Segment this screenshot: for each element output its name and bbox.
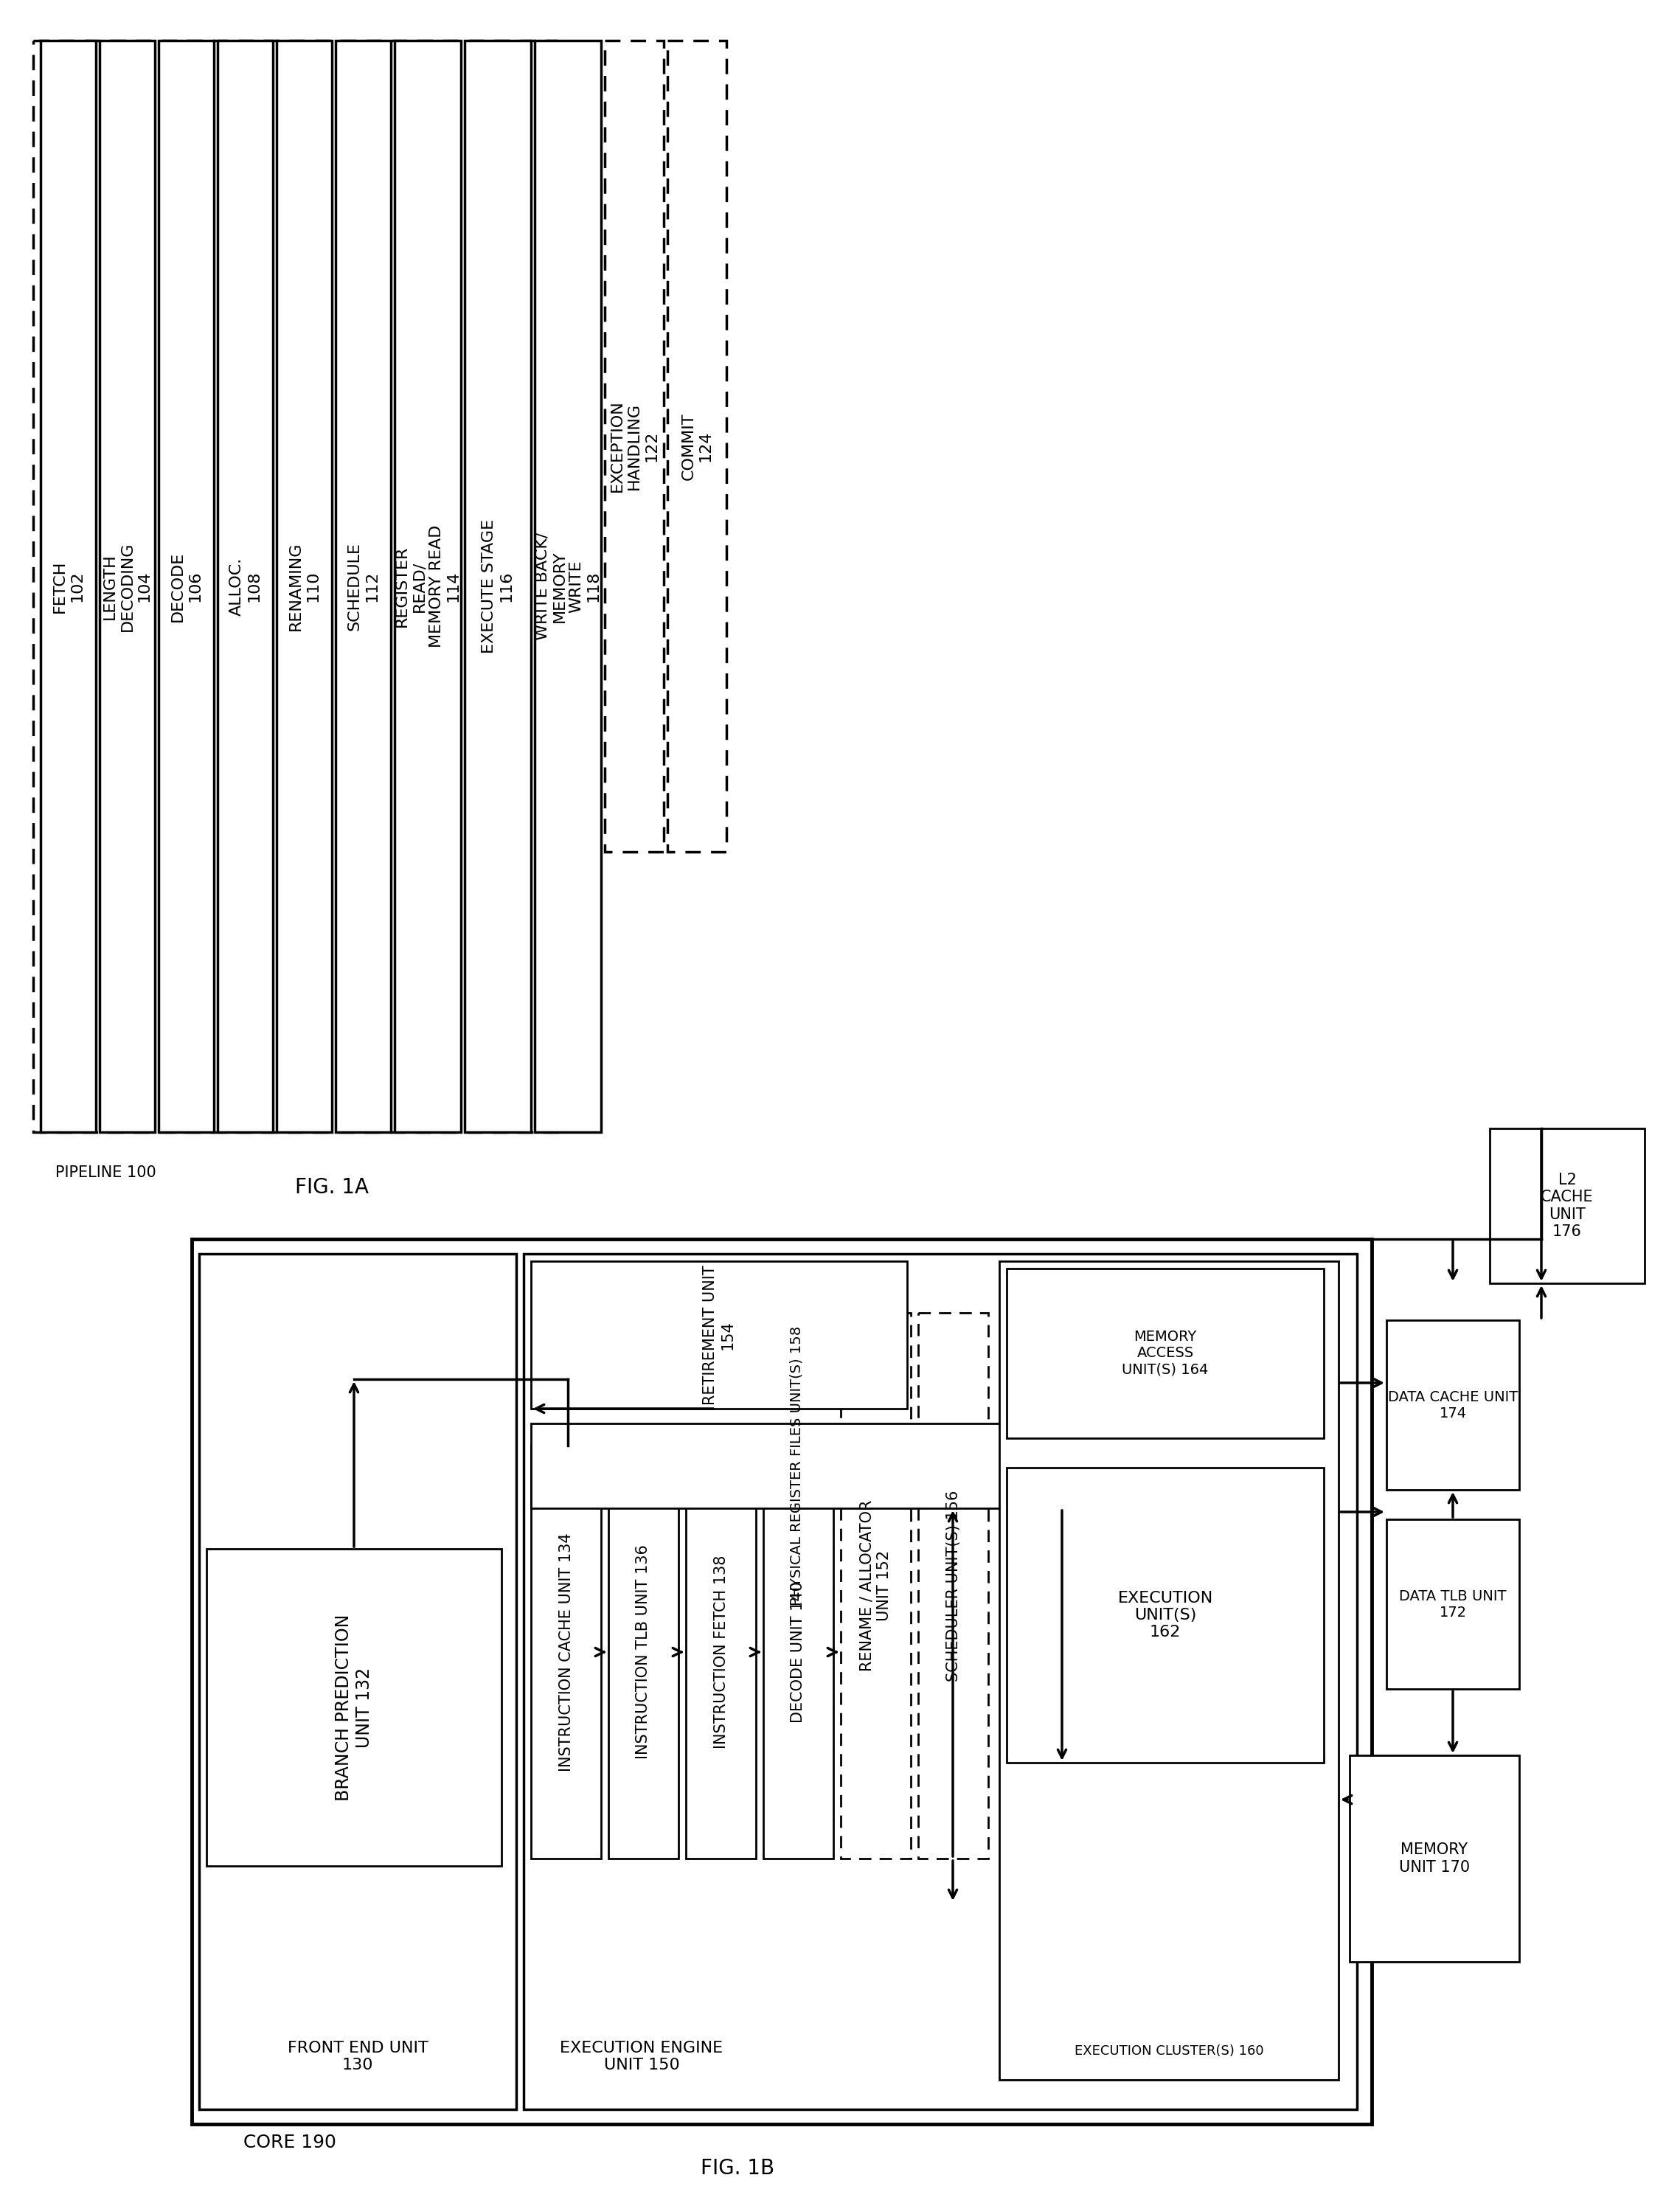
Bar [534,42,601,1132]
Text: INSTRUCTION FETCH 138: INSTRUCTION FETCH 138 [714,1556,727,1749]
Text: FRONT END UNIT
130: FRONT END UNIT 130 [287,2040,428,2073]
Text: PIPELINE 100: PIPELINE 100 [55,1165,156,1180]
Bar [524,1254,1357,2110]
Bar [840,1313,911,1858]
Bar [465,42,531,1132]
Text: RETIREMENT UNIT
154: RETIREMENT UNIT 154 [704,1265,734,1405]
Bar [158,42,213,1132]
Bar [207,1550,502,1865]
Text: BRANCH PREDICTION
UNIT 132: BRANCH PREDICTION UNIT 132 [334,1613,373,1802]
Text: INSTRUCTION CACHE UNIT 134: INSTRUCTION CACHE UNIT 134 [559,1532,573,1771]
Bar [200,1254,516,2110]
Text: EXCEPTION
HANDLING
122: EXCEPTION HANDLING 122 [610,401,659,493]
Text: EXECUTION
UNIT(S)
162: EXECUTION UNIT(S) 162 [1117,1591,1213,1640]
Text: DECODE UNIT 140: DECODE UNIT 140 [791,1580,806,1723]
Bar [34,42,556,1132]
Bar [192,1239,1373,2123]
Text: DATA TLB UNIT
172: DATA TLB UNIT 172 [1399,1589,1507,1620]
Text: FIG. 1A: FIG. 1A [296,1178,368,1197]
Bar [1006,1270,1324,1438]
Text: PHYSICAL REGISTER FILES UNIT(S) 158: PHYSICAL REGISTER FILES UNIT(S) 158 [790,1327,803,1607]
Bar [919,1313,988,1858]
Bar [1386,1320,1519,1491]
Text: DECODE
106: DECODE 106 [170,552,202,622]
Text: EXECUTION CLUSTER(S) 160: EXECUTION CLUSTER(S) 160 [1074,2045,1263,2058]
Bar [277,42,333,1132]
Text: DATA CACHE UNIT
174: DATA CACHE UNIT 174 [1388,1390,1517,1421]
Text: EXECUTE STAGE
116: EXECUTE STAGE 116 [482,519,514,655]
Bar [1349,1756,1519,1961]
Bar [531,1261,907,1410]
Text: EXECUTION ENGINE
UNIT 150: EXECUTION ENGINE UNIT 150 [559,2040,722,2073]
Text: SCHEDULER UNIT(S) 156: SCHEDULER UNIT(S) 156 [946,1491,961,1681]
Text: CORE 190: CORE 190 [244,2134,336,2152]
Bar [1386,1519,1519,1690]
Bar [1490,1127,1645,1283]
Text: FETCH
102: FETCH 102 [52,560,84,613]
Bar [667,42,726,852]
Bar [605,42,664,852]
Text: MEMORY
ACCESS
UNIT(S) 164: MEMORY ACCESS UNIT(S) 164 [1122,1331,1208,1377]
Text: RENAME / ALLOCATOR
UNIT 152: RENAME / ALLOCATOR UNIT 152 [860,1499,892,1672]
Bar [99,42,155,1132]
Text: L2
CACHE
UNIT
176: L2 CACHE UNIT 176 [1541,1173,1594,1239]
Text: MEMORY
UNIT 170: MEMORY UNIT 170 [1399,1843,1470,1874]
Text: LENGTH
DECODING
104: LENGTH DECODING 104 [102,541,151,630]
Text: SCHEDULE
112: SCHEDULE 112 [348,543,380,630]
Bar [40,42,96,1132]
Bar [1006,1467,1324,1762]
Bar [763,1445,833,1858]
Bar [395,42,460,1132]
Text: FIG. 1B: FIG. 1B [701,2158,774,2178]
Bar [685,1445,756,1858]
Text: WRITE BACK/
MEMORY
WRITE
118: WRITE BACK/ MEMORY WRITE 118 [534,532,601,641]
Text: REGISTER
READ/
MEMORY READ
114: REGISTER READ/ MEMORY READ 114 [395,525,460,648]
Text: ALLOC.
108: ALLOC. 108 [228,558,260,615]
Text: RENAMING
110: RENAMING 110 [289,543,321,630]
Bar [336,42,391,1132]
Bar [1000,1261,1339,2080]
Text: INSTRUCTION TLB UNIT 136: INSTRUCTION TLB UNIT 136 [637,1545,650,1760]
Bar [608,1445,679,1858]
Text: COMMIT
124: COMMIT 124 [680,412,712,479]
Bar [217,42,272,1132]
Bar [531,1445,601,1858]
Bar [531,1423,1062,1508]
